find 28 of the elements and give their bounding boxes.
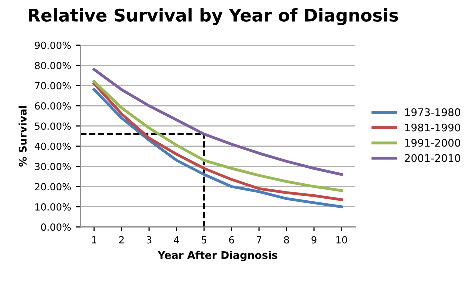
x-tick-label: 9 [312, 236, 317, 244]
y-tick-label: 0.00% [41, 224, 72, 232]
x-tick-label: 6 [229, 236, 234, 244]
x-tick-label: 4 [174, 236, 180, 244]
x-tick-label: 7 [256, 236, 262, 244]
y-tick-label: 20.00% [35, 183, 72, 191]
y-tick-label: 10.00% [36, 203, 72, 211]
y-tick-label: 30.00% [35, 163, 72, 170]
y-axis-title: % Survival [18, 106, 27, 167]
x-tick-label: 2 [119, 236, 124, 244]
y-tick-label: 60.00% [35, 102, 72, 110]
x-tick-label: 10 [336, 236, 348, 244]
y-tick-label: 50.00% [35, 122, 72, 130]
chart-title: Relative Survival by Year of Diagnosis [29, 8, 398, 26]
y-tick-label: 70.00% [35, 82, 72, 90]
legend-label: 1981-1990 [406, 124, 460, 132]
x-axis-title: Year After Diagnosis [158, 251, 278, 262]
y-tick-label: 40.00% [34, 142, 72, 150]
line-series [92, 68, 344, 176]
legend-label: 1991-2000 [406, 139, 460, 147]
x-tick-label: 5 [202, 236, 207, 244]
x-tick-label: 1 [92, 236, 97, 244]
y-tick-label: 90.00% [35, 42, 72, 50]
x-tick-label: 3 [146, 236, 152, 244]
legend-label: 1973-1980 [406, 108, 460, 116]
legend-label: 2001-2010 [405, 154, 460, 162]
y-tick-label: 80.00% [35, 62, 72, 70]
x-tick-label: 8 [284, 236, 290, 244]
